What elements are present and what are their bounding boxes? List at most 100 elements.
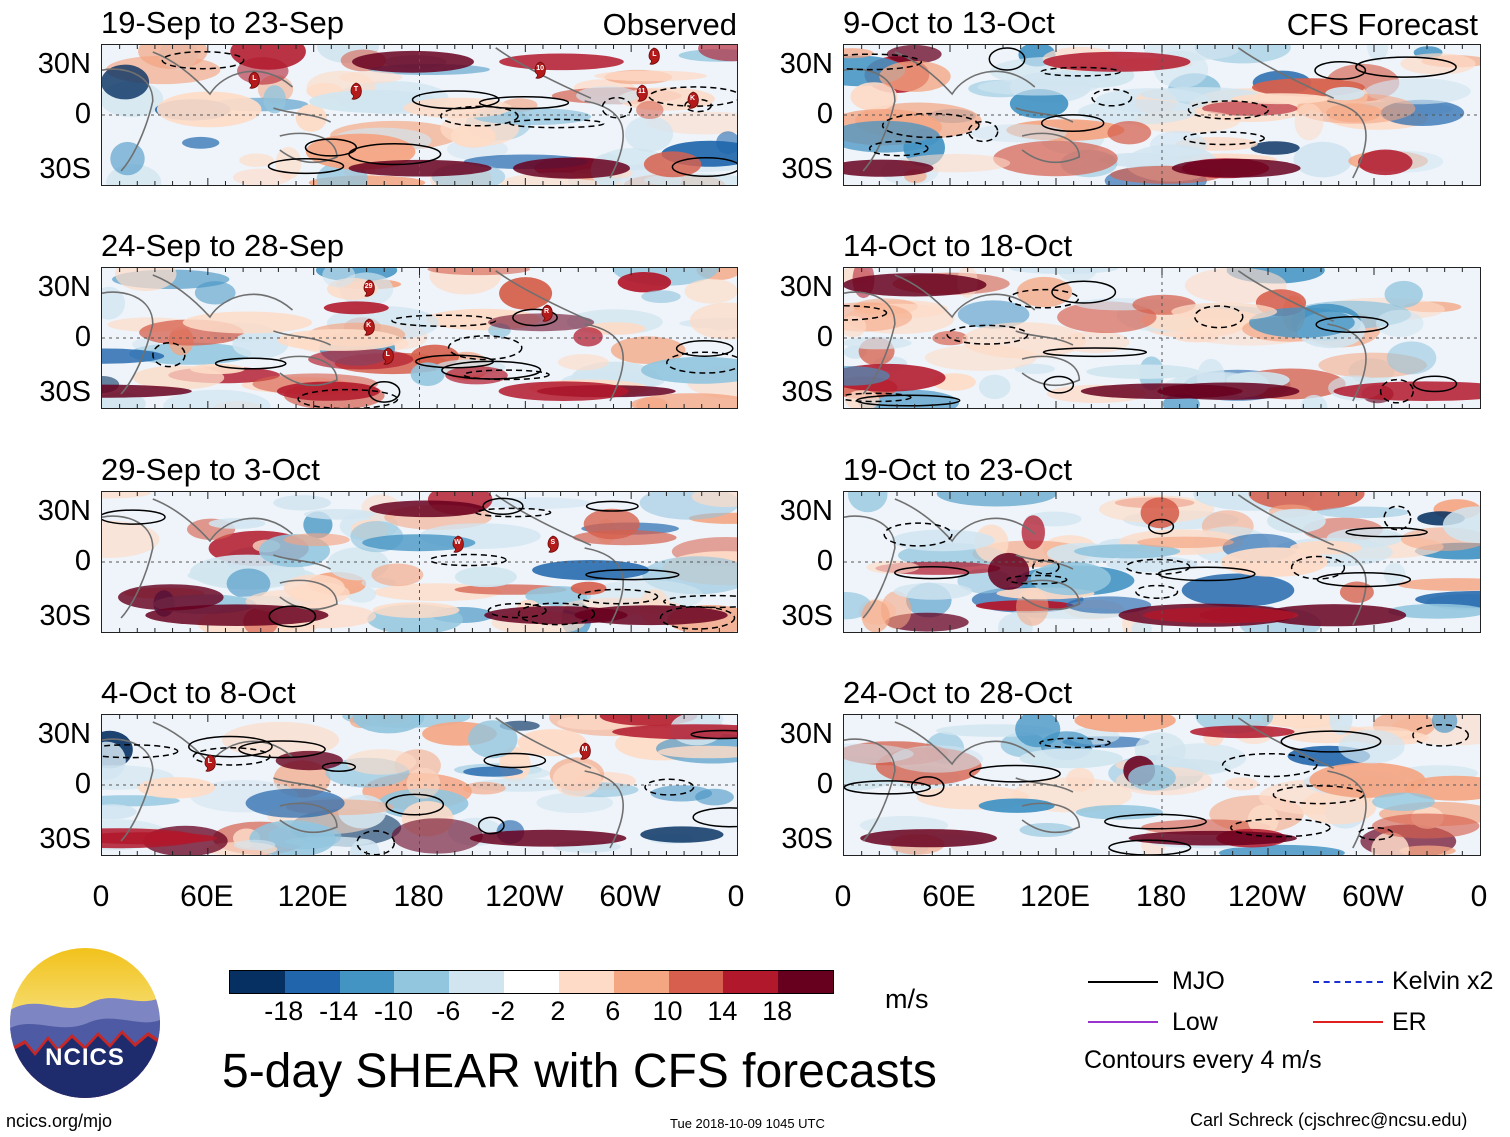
lon-label-4: 120W <box>1227 880 1307 913</box>
map-panel-observed-4: L M <box>101 714 738 856</box>
storm-label: L <box>207 757 213 765</box>
storm-label: K <box>690 94 696 102</box>
colorbar-tick-label: 10 <box>652 996 683 1026</box>
lat-label-0: 0 <box>816 768 833 800</box>
colorbar-swatch <box>613 971 670 993</box>
colorbar <box>229 970 834 994</box>
storm-marker: S <box>546 535 560 553</box>
storm-marker: L <box>247 71 261 89</box>
lat-label-30n: 30N <box>779 718 833 750</box>
coastlines <box>102 717 625 849</box>
lon-label-0: 0 <box>834 880 852 913</box>
storm-label: W <box>454 538 461 546</box>
lat-label-0: 0 <box>74 321 91 353</box>
map-panel-forecast-1 <box>843 44 1481 186</box>
colorbar-tick-label: -18 <box>264 996 304 1026</box>
panel-title-forecast-4: 24-Oct to 28-Oct <box>843 675 1073 710</box>
storm-label: K <box>366 321 372 329</box>
storm-marker: K <box>362 318 376 336</box>
footer-author: Carl Schreck (cjschrec@ncsu.edu) <box>1190 1110 1468 1130</box>
colorbar-tick-label: 2 <box>550 996 566 1026</box>
colorbar-swatch <box>394 971 451 993</box>
lon-label-3: 180 <box>393 880 444 913</box>
lon-label-0: 0 <box>92 880 110 913</box>
map-panel-forecast-2 <box>843 267 1481 409</box>
mjo-contours <box>102 729 737 855</box>
colorbar-swatch <box>723 971 780 993</box>
forecast-header: CFS Forecast <box>1286 7 1478 42</box>
storm-marker: L <box>647 47 661 65</box>
storm-marker: T <box>349 82 363 100</box>
panel-title-observed-4: 4-Oct to 8-Oct <box>101 675 296 710</box>
lat-label-30s: 30S <box>39 823 91 855</box>
observed-header: Observed <box>602 7 737 42</box>
lat-label-30s: 30S <box>781 823 833 855</box>
lon-label-3: 180 <box>1135 880 1187 913</box>
colorbar-swatch <box>668 971 725 993</box>
lat-label-30n: 30N <box>779 495 833 527</box>
logo-text: NCICS <box>45 1044 125 1071</box>
shear-anomaly-field <box>102 715 737 855</box>
lat-label-30s: 30S <box>39 153 91 185</box>
map-panel-observed-3: W S <box>101 491 738 633</box>
figure-title: 5-day SHEAR with CFS forecasts <box>222 1045 937 1098</box>
colorbar-swatch <box>284 971 341 993</box>
map-panel-observed-1: L T 10 L 11 K <box>101 44 738 186</box>
coastlines <box>844 47 1367 179</box>
colorbar-swatch <box>558 971 615 993</box>
lon-label-2: 120E <box>1019 880 1091 913</box>
colorbar-tick-label: -14 <box>319 996 359 1026</box>
lon-label-6: 0 <box>727 880 745 913</box>
shear-anomaly-field <box>844 45 1480 185</box>
colorbar-swatch <box>230 971 286 993</box>
panel-title-forecast-1: 9-Oct to 13-Oct <box>843 5 1055 40</box>
lon-label-6: 0 <box>1470 880 1488 913</box>
lon-label-2: 120E <box>277 880 348 913</box>
mjo-contours <box>844 47 1457 157</box>
legend-low-line <box>1088 1021 1158 1023</box>
shear-anomaly-field <box>844 268 1480 408</box>
legend-kelvin-label: Kelvin x2 <box>1392 967 1494 995</box>
panel-title-observed-2: 24-Sep to 28-Sep <box>101 228 345 263</box>
legend-er-line <box>1313 1021 1383 1023</box>
colorbar-swatch <box>449 971 506 993</box>
lat-label-0: 0 <box>816 98 833 130</box>
storm-marker: L <box>381 347 395 365</box>
storm-marker: 10 <box>533 61 547 79</box>
shear-anomaly-field <box>844 715 1480 855</box>
storm-label: S <box>550 538 556 546</box>
lon-label-5: 60W <box>1342 880 1404 913</box>
lat-label-30s: 30S <box>781 600 833 632</box>
colorbar-tick-label: 6 <box>605 996 621 1026</box>
storm-label: M <box>581 746 588 754</box>
panel-title-forecast-2: 14-Oct to 18-Oct <box>843 228 1073 263</box>
legend-er-label: ER <box>1392 1008 1427 1036</box>
lat-label-30n: 30N <box>779 271 833 303</box>
lat-label-30n: 30N <box>37 271 91 303</box>
storm-label: 11 <box>638 87 646 95</box>
map-panel-forecast-3 <box>843 491 1481 633</box>
mjo-contours <box>883 505 1428 599</box>
coastlines <box>844 494 1367 626</box>
storm-marker: M <box>578 742 592 761</box>
lat-label-0: 0 <box>74 545 91 577</box>
storm-label: R <box>543 307 550 315</box>
coastlines <box>102 47 625 179</box>
lat-label-30s: 30S <box>781 153 833 185</box>
colorbar-unit: m/s <box>885 984 929 1014</box>
mjo-contours <box>152 308 737 408</box>
footer-url: ncics.org/mjo <box>6 1111 113 1131</box>
colorbar-swatch <box>778 971 833 993</box>
panel-title-observed-1: 19-Sep to 23-Sep <box>101 5 345 40</box>
lon-label-1: 60E <box>922 880 976 913</box>
coastlines <box>102 494 625 626</box>
footer-timestamp: Tue 2018-10-09 1045 UTC <box>670 1116 825 1131</box>
colorbar-tick-label: -10 <box>373 996 413 1026</box>
mjo-contours <box>102 497 737 630</box>
lat-label-0: 0 <box>74 768 91 800</box>
lon-label-1: 60E <box>180 880 234 913</box>
mjo-contours <box>161 50 737 178</box>
lat-label-30s: 30S <box>39 376 91 408</box>
lat-label-30n: 30N <box>779 48 833 80</box>
shear-anomaly-field <box>844 492 1480 632</box>
